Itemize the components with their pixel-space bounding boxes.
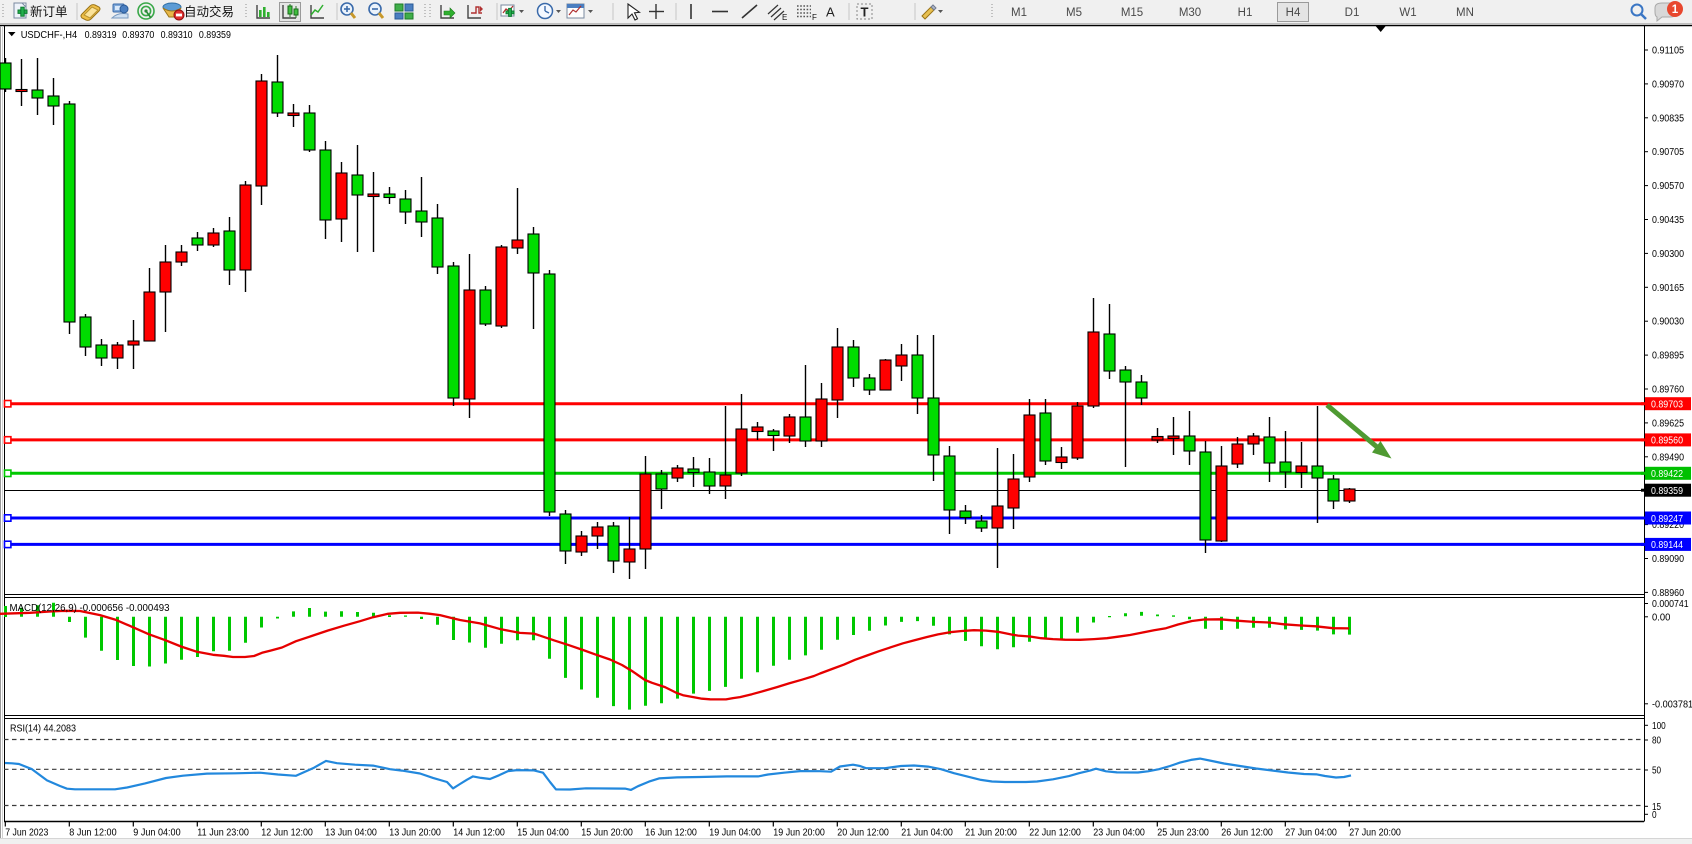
svg-text:T: T xyxy=(861,5,869,20)
svg-text:13 Jun 20:00: 13 Jun 20:00 xyxy=(389,828,441,839)
svg-text:0.89625: 0.89625 xyxy=(1652,418,1684,429)
svg-text:0.90570: 0.90570 xyxy=(1652,181,1684,192)
svg-text:21 Jun 04:00: 21 Jun 04:00 xyxy=(901,828,953,839)
svg-text:0.90835: 0.90835 xyxy=(1652,113,1684,124)
svg-text:-0.003781: -0.003781 xyxy=(1652,699,1692,710)
svg-text:15 Jun 04:00: 15 Jun 04:00 xyxy=(517,828,569,839)
svg-text:27 Jun 04:00: 27 Jun 04:00 xyxy=(1285,828,1337,839)
svg-text:14 Jun 12:00: 14 Jun 12:00 xyxy=(453,828,505,839)
svg-text:0.90970: 0.90970 xyxy=(1652,79,1684,90)
svg-text:自动交易: 自动交易 xyxy=(184,4,234,19)
svg-text:27 Jun 20:00: 27 Jun 20:00 xyxy=(1349,828,1401,839)
svg-text:19 Jun 04:00: 19 Jun 04:00 xyxy=(709,828,761,839)
svg-text:D1: D1 xyxy=(1345,7,1360,19)
svg-text:0.90300: 0.90300 xyxy=(1652,249,1684,260)
svg-text:0.89560: 0.89560 xyxy=(1651,436,1683,447)
svg-text:0.89359: 0.89359 xyxy=(1651,486,1683,497)
svg-text:22 Jun 12:00: 22 Jun 12:00 xyxy=(1029,828,1081,839)
svg-text:0: 0 xyxy=(1652,810,1657,821)
svg-text:新订单: 新订单 xyxy=(30,4,68,19)
svg-text:1: 1 xyxy=(1672,4,1679,16)
svg-text:8 Jun 12:00: 8 Jun 12:00 xyxy=(69,828,117,839)
svg-text:15: 15 xyxy=(1652,802,1661,813)
svg-text:0.91105: 0.91105 xyxy=(1652,46,1684,57)
svg-text:0.89703: 0.89703 xyxy=(1651,400,1683,411)
svg-text:0.00: 0.00 xyxy=(1652,612,1671,623)
svg-text:H1: H1 xyxy=(1238,7,1253,19)
svg-text:21 Jun 20:00: 21 Jun 20:00 xyxy=(965,828,1017,839)
svg-text:H4: H4 xyxy=(1286,7,1301,19)
svg-text:0.90705: 0.90705 xyxy=(1652,147,1684,158)
svg-text:A: A xyxy=(826,5,835,20)
svg-text:80: 80 xyxy=(1652,736,1661,747)
svg-text:MACD(12,26,9) -0.000656 -0.000: MACD(12,26,9) -0.000656 -0.000493 xyxy=(10,603,170,614)
svg-text:12 Jun 12:00: 12 Jun 12:00 xyxy=(261,828,313,839)
svg-text:F: F xyxy=(812,13,817,22)
svg-text:M1: M1 xyxy=(1011,7,1027,19)
svg-text:26 Jun 12:00: 26 Jun 12:00 xyxy=(1221,828,1273,839)
svg-text:19 Jun 20:00: 19 Jun 20:00 xyxy=(773,828,825,839)
svg-text:E: E xyxy=(782,13,787,22)
svg-text:7 Jun 2023: 7 Jun 2023 xyxy=(5,828,48,839)
svg-text:W1: W1 xyxy=(1399,7,1416,19)
svg-text:0.90165: 0.90165 xyxy=(1652,283,1684,294)
svg-text:0.89144: 0.89144 xyxy=(1651,540,1683,551)
svg-text:RSI(14) 44.2083: RSI(14) 44.2083 xyxy=(10,724,76,735)
svg-text:9 Jun 04:00: 9 Jun 04:00 xyxy=(133,828,181,839)
svg-text:M15: M15 xyxy=(1121,7,1143,19)
svg-text:20 Jun 12:00: 20 Jun 12:00 xyxy=(837,828,889,839)
svg-text:25 Jun 23:00: 25 Jun 23:00 xyxy=(1157,828,1209,839)
svg-text:0.89090: 0.89090 xyxy=(1652,554,1684,565)
svg-text:0.89220: 0.89220 xyxy=(1652,520,1684,531)
svg-text:0.89760: 0.89760 xyxy=(1652,385,1684,396)
svg-text:16 Jun 12:00: 16 Jun 12:00 xyxy=(645,828,697,839)
svg-text:0.89422: 0.89422 xyxy=(1651,469,1683,480)
svg-text:0.89895: 0.89895 xyxy=(1652,351,1684,362)
svg-text:0.000741: 0.000741 xyxy=(1652,599,1689,610)
svg-text:0.90030: 0.90030 xyxy=(1652,317,1684,328)
svg-text:11 Jun 23:00: 11 Jun 23:00 xyxy=(197,828,249,839)
svg-text:0.89247: 0.89247 xyxy=(1651,514,1683,525)
svg-text:50: 50 xyxy=(1652,766,1661,777)
svg-text:13 Jun 04:00: 13 Jun 04:00 xyxy=(325,828,377,839)
svg-text:0.88960: 0.88960 xyxy=(1652,588,1684,599)
svg-text:M30: M30 xyxy=(1179,7,1201,19)
svg-text:0.89490: 0.89490 xyxy=(1652,452,1684,463)
svg-text:15 Jun 20:00: 15 Jun 20:00 xyxy=(581,828,633,839)
svg-text:23 Jun 04:00: 23 Jun 04:00 xyxy=(1093,828,1145,839)
svg-text:M5: M5 xyxy=(1066,7,1082,19)
svg-text:100: 100 xyxy=(1652,721,1666,732)
svg-text:0.90435: 0.90435 xyxy=(1652,215,1684,226)
svg-text:MN: MN xyxy=(1456,7,1474,19)
